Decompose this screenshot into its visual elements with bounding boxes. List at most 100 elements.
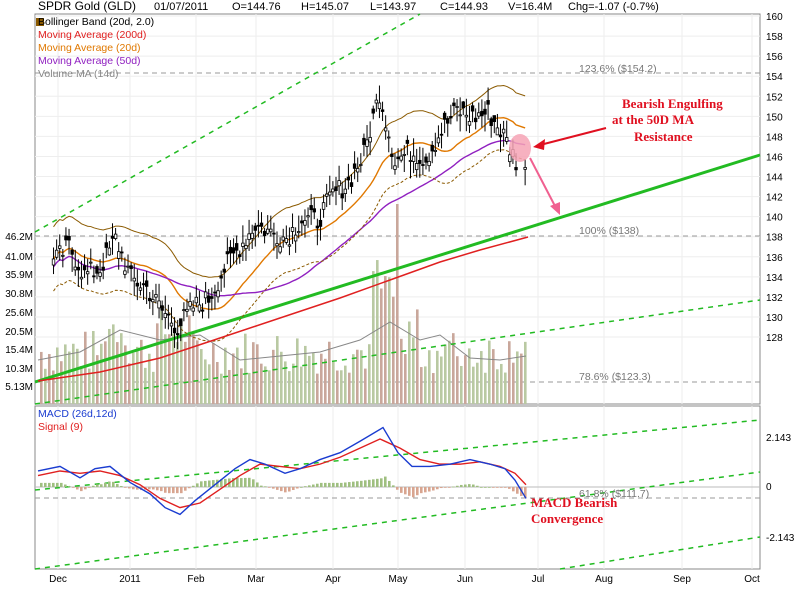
- candle-body: [126, 265, 130, 268]
- candle-body: [200, 309, 205, 312]
- candle-body: [179, 318, 183, 327]
- volume-tick-label: 41.0M: [5, 252, 33, 263]
- candle-body: [141, 283, 146, 286]
- volume-bar: [500, 363, 503, 404]
- volume-bar: [504, 372, 507, 404]
- volume-bar: [512, 362, 515, 404]
- volume-bar: [64, 344, 67, 404]
- volume-bar: [376, 260, 379, 404]
- candle-body: [82, 265, 87, 271]
- candle-body: [51, 258, 56, 266]
- bollinger-lower: [53, 149, 526, 342]
- candle-body: [402, 154, 406, 156]
- volume-bar: [340, 370, 343, 404]
- volume-bar: [364, 368, 367, 404]
- price-tick-label: 138: [766, 233, 783, 244]
- candle-body: [222, 268, 226, 273]
- candle-body: [225, 251, 230, 255]
- candle-body: [312, 208, 316, 213]
- volume-bar: [52, 370, 55, 404]
- candle-body: [70, 249, 74, 255]
- legend-ma20: Moving Average (20d): [38, 42, 141, 54]
- candle-body: [79, 276, 84, 280]
- macd-histogram-bar: [88, 487, 91, 488]
- macd-histogram-bar: [92, 485, 95, 487]
- volume-bar: [136, 346, 139, 404]
- candle-body: [399, 155, 403, 161]
- candle-body: [117, 251, 121, 259]
- macd-histogram-bar: [236, 477, 239, 487]
- candle-body: [365, 139, 369, 147]
- volume-bar: [164, 334, 167, 404]
- macd-histogram-bar: [404, 487, 407, 495]
- candle-body: [464, 114, 469, 118]
- volume-bar: [280, 351, 283, 404]
- volume-bar: [368, 344, 371, 404]
- macd-histogram-bar: [464, 484, 467, 487]
- macd-histogram-bar: [412, 487, 415, 498]
- volume-bar: [212, 343, 215, 404]
- volume-bar: [152, 371, 155, 404]
- volume-bar: [344, 365, 347, 404]
- candle-body: [175, 333, 180, 336]
- volume-bar: [208, 364, 211, 404]
- candle-body: [61, 254, 65, 257]
- volume-bar: [332, 361, 335, 404]
- macd-histogram-bar: [84, 487, 87, 490]
- volume-bar: [84, 331, 87, 404]
- volume-bar: [260, 363, 263, 404]
- macd-histogram-bar: [124, 487, 127, 488]
- candle-body: [98, 272, 102, 277]
- candle-body: [290, 227, 295, 232]
- macd-histogram-bar: [344, 482, 347, 487]
- macd-histogram-bar: [504, 487, 507, 488]
- candle-body: [498, 134, 503, 138]
- candle-body: [123, 270, 127, 275]
- macd-legend: MACD (26d,12d) Signal (9): [38, 408, 117, 433]
- x-tick-label: Sep: [673, 574, 691, 585]
- price-tick-label: 140: [766, 213, 783, 224]
- volume-bar: [216, 361, 219, 404]
- volume-bar: [296, 338, 299, 404]
- candle-body: [272, 232, 276, 235]
- macd-histogram-bar: [304, 486, 307, 487]
- volume-bar: [408, 321, 411, 404]
- candle-body: [266, 228, 270, 234]
- trend-support-solid: [34, 153, 761, 384]
- candle-body: [144, 280, 149, 287]
- header-open: O=144.76: [232, 1, 281, 13]
- macd-histogram-bar: [492, 487, 495, 488]
- candle-body: [421, 164, 425, 166]
- candle-body: [110, 235, 115, 239]
- volume-ma-line: [37, 321, 527, 361]
- candle-body: [194, 296, 199, 304]
- macd-histogram-bar: [212, 480, 215, 487]
- volume-bar: [196, 340, 199, 404]
- ma200-line: [37, 236, 529, 382]
- annotation-bearish-3: Resistance: [634, 129, 693, 144]
- candle-body: [219, 275, 223, 279]
- macd-tick-label: 2.143: [766, 433, 791, 444]
- candle-body: [349, 182, 354, 187]
- candle-body: [368, 137, 372, 143]
- candle-body: [436, 137, 441, 144]
- candle-body: [210, 296, 214, 299]
- fib-label-786: 78.6% ($123.3): [579, 371, 651, 383]
- legend-ma50: Moving Average (50d): [38, 55, 141, 67]
- macd-tick-label: -2.143: [766, 533, 795, 544]
- macd-histogram-bar: [128, 487, 131, 489]
- candle-body: [343, 188, 348, 194]
- candle-body: [238, 254, 242, 257]
- volume-bar: [392, 296, 395, 404]
- candle-body: [135, 282, 140, 287]
- volume-bar: [168, 334, 171, 404]
- candle-body: [387, 136, 391, 139]
- candle-body: [278, 246, 282, 253]
- candle-body: [287, 244, 292, 247]
- macd-histogram-bar: [76, 487, 79, 490]
- header-volume: V=16.4M: [508, 1, 552, 13]
- candle-body: [380, 109, 385, 112]
- candle-body: [67, 235, 71, 241]
- volume-bar: [256, 344, 259, 404]
- macd-trend-mid: [34, 471, 761, 570]
